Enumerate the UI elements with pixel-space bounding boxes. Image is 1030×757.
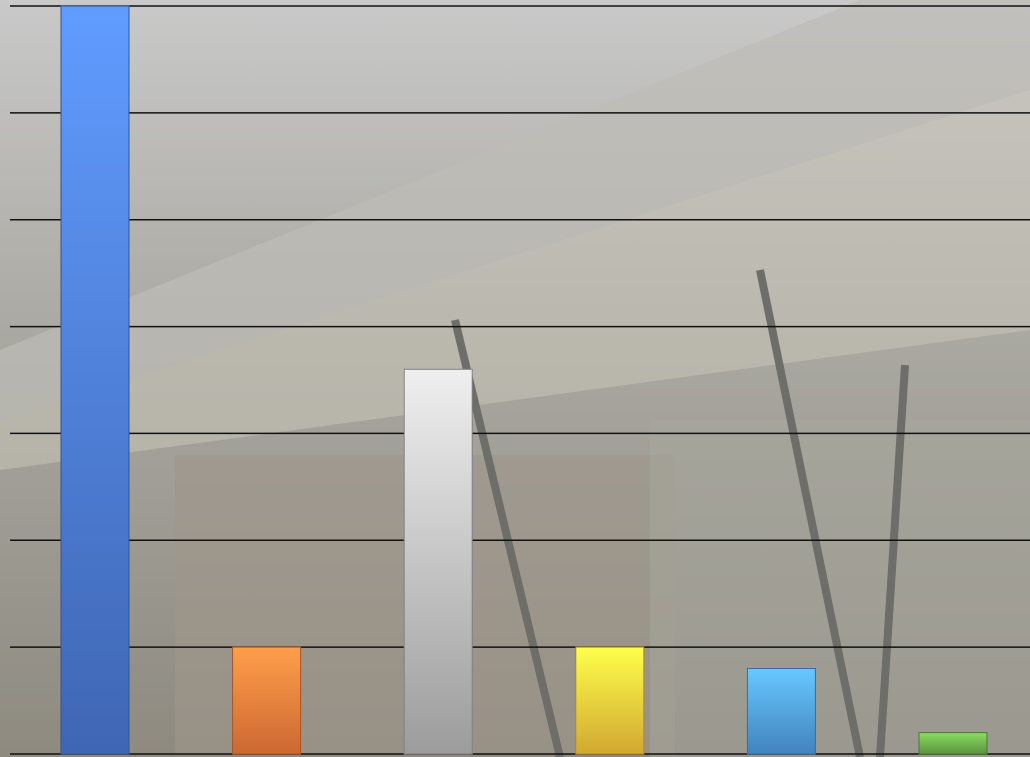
bar <box>61 6 129 754</box>
page: {"chart_data": {"type": "bar", "categori… <box>0 0 1030 757</box>
bar <box>233 647 301 754</box>
bar <box>576 647 644 754</box>
bar <box>747 669 815 754</box>
bar <box>919 733 987 754</box>
glass-facade <box>650 420 1030 757</box>
chart <box>0 0 1030 757</box>
bar <box>404 369 472 754</box>
